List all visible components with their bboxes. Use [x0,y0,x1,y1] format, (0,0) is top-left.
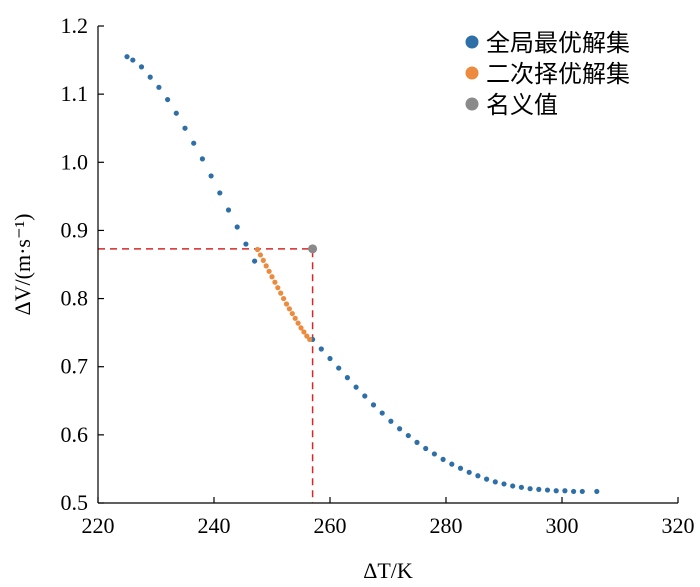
global-optimal-point [138,64,145,70]
legend-marker [465,97,479,111]
secondary-optimal-point [260,257,266,264]
legend-label: 名义值 [486,91,558,119]
global-optimal-point [318,346,324,352]
global-optimal-point [370,402,377,408]
global-optimal-point [182,125,188,131]
global-optimal-point [510,483,516,489]
y-tick-label: 0.6 [61,422,89,447]
y-tick-label: 0.8 [61,286,89,311]
global-optimal-point [147,74,153,80]
nominal-value-point [308,244,318,254]
x-tick-label: 260 [314,513,347,538]
global-optimal-point [571,488,577,495]
secondary-optimal-point [292,315,298,321]
global-optimal-point [440,456,446,462]
secondary-optimal-point [272,279,278,285]
global-optimal-point [124,54,130,60]
y-tick-label: 0.9 [61,217,89,242]
secondary-optimal-point [275,285,281,291]
global-optimal-point [243,241,249,247]
global-optimal-point [536,486,542,492]
global-optimal-point [156,84,162,90]
secondary-optimal-point [263,263,269,269]
global-optimal-point [431,451,437,457]
y-tick-label: 1.2 [61,13,89,38]
global-optimal-point [484,476,490,482]
global-optimal-point [191,140,197,146]
y-tick-label: 1.1 [61,81,89,106]
secondary-optimal-point [307,336,313,343]
global-optimal-point [492,479,498,485]
global-optimal-point [362,393,368,399]
global-optimal-point [379,410,385,416]
global-optimal-point [165,96,171,103]
x-tick-label: 220 [82,513,115,538]
secondary-optimal-point [295,320,301,326]
global-optimal-point [225,207,232,213]
secondary-optimal-point [298,325,304,331]
legend-marker [465,35,479,49]
legend-label: 全局最优解集 [486,29,630,57]
x-tick-label: 280 [430,513,463,538]
global-optimal-point [199,156,205,162]
reference-dashed-line [98,248,314,503]
secondary-optimal-point [269,274,275,280]
global-optimal-point [217,190,223,196]
secondary-optimal-point [266,268,272,274]
x-axis-label: ΔT/K [363,558,413,583]
global-optimal-point [208,173,214,179]
global-optimal-point [527,486,533,492]
global-optimal-point [252,258,258,264]
global-optimal-point [579,488,585,495]
global-optimal-point [594,488,600,495]
global-optimal-point [501,481,507,487]
global-optimal-point [353,384,359,390]
global-optimal-point [388,418,394,424]
global-optimal-point [544,487,551,493]
global-optimal-point [336,365,342,371]
axes [97,26,678,504]
secondary-optimal-point [257,252,263,258]
global-optimal-point [553,488,559,494]
secondary-optimal-point [286,306,292,312]
global-optimal-point [130,57,136,63]
global-optimal-point [457,465,464,471]
global-optimal-point [344,375,350,381]
global-optimal-point [449,461,455,467]
global-optimal-point [518,484,525,490]
global-optimal-point [173,110,179,116]
global-optimal-point [234,224,240,230]
global-optimal-point [405,432,411,439]
secondary-optimal-point [281,295,287,302]
x-tick-label: 320 [662,513,695,538]
secondary-optimal-point [283,301,290,307]
legend-label: 二次择优解集 [486,60,630,88]
y-ticks: 0.5 0.6 0.7 0.8 0.9 1.0 1.1 1.2 [61,13,104,515]
x-tick-label: 240 [198,513,231,538]
secondary-optimal-point [289,310,295,317]
legend-marker [465,66,479,80]
global-optimal-point [466,469,472,475]
secondary-optimal-point [278,290,284,296]
global-optimal-point [327,355,333,362]
global-optimal-point [397,426,403,432]
global-optimal-point [562,488,568,494]
secondary-optimal-point [254,246,261,253]
x-tick-label: 300 [546,513,579,538]
y-axis-label: ΔV/(m·s⁻¹) [10,213,35,315]
y-tick-label: 0.5 [61,490,89,515]
global-optimal-point [423,445,429,452]
data-points [124,54,600,495]
secondary-optimal-point [301,329,307,335]
global-optimal-point [414,439,420,445]
x-ticks: 220 240 260 280 300 320 [82,497,695,538]
secondary-optimal-point [304,333,310,339]
y-tick-label: 1.0 [61,149,89,174]
global-optimal-point [475,473,481,479]
reference-lines [98,248,314,503]
y-tick-label: 0.7 [61,354,89,379]
